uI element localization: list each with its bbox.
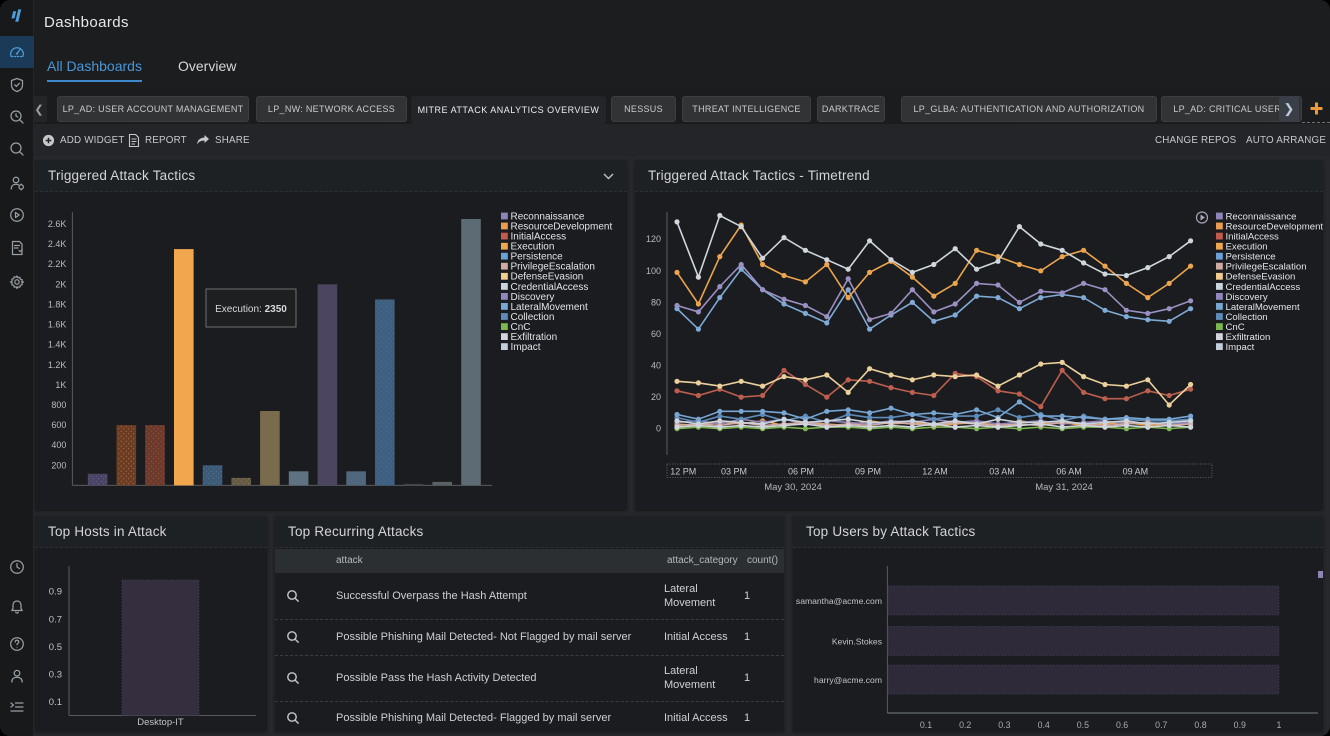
svg-text:Reconnaissance: Reconnaissance: [511, 211, 585, 222]
svg-text:2.4K: 2.4K: [48, 239, 67, 249]
svg-text:1.8K: 1.8K: [48, 299, 67, 309]
svg-text:12 PM: 12 PM: [670, 467, 696, 477]
svg-text:200: 200: [51, 460, 66, 470]
svg-text:0.6: 0.6: [1116, 720, 1128, 730]
svg-text:DefenseEvasion: DefenseEvasion: [1226, 272, 1296, 283]
svg-text:Impact: Impact: [511, 342, 541, 353]
svg-text:2K: 2K: [55, 279, 66, 289]
svg-text:80: 80: [651, 297, 661, 307]
svg-text:0.4: 0.4: [1038, 720, 1050, 730]
svg-text:CnC: CnC: [511, 322, 531, 333]
svg-text:0.8: 0.8: [1194, 720, 1206, 730]
svg-text:20: 20: [651, 392, 661, 402]
svg-text:Execution: Execution: [511, 242, 555, 253]
svg-text:40: 40: [651, 361, 661, 371]
svg-text:1.4K: 1.4K: [48, 340, 67, 350]
svg-text:09 AM: 09 AM: [1123, 467, 1149, 477]
svg-text:0.5: 0.5: [49, 642, 62, 653]
svg-text:Exfiltration: Exfiltration: [1226, 332, 1271, 343]
svg-text:Discovery: Discovery: [511, 292, 555, 303]
svg-text:ResourceDevelopment: ResourceDevelopment: [1226, 222, 1324, 233]
svg-text:InitialAccess: InitialAccess: [511, 232, 567, 243]
svg-text:Impact: Impact: [1226, 342, 1255, 353]
svg-text:09 PM: 09 PM: [855, 467, 881, 477]
svg-text:Collection: Collection: [1226, 312, 1268, 323]
svg-text:120: 120: [646, 234, 661, 244]
svg-text:0.2: 0.2: [959, 720, 971, 730]
svg-text:harry@acme.com: harry@acme.com: [814, 675, 882, 685]
svg-text:2.6K: 2.6K: [48, 219, 67, 229]
svg-text:1K: 1K: [55, 380, 66, 390]
svg-text:0.1: 0.1: [920, 720, 932, 730]
svg-text:Persistence: Persistence: [511, 252, 564, 263]
svg-text:0.3: 0.3: [998, 720, 1010, 730]
svg-text:1.6K: 1.6K: [48, 320, 67, 330]
svg-text:DefenseEvasion: DefenseEvasion: [511, 272, 584, 283]
svg-text:0.9: 0.9: [49, 587, 62, 598]
svg-text:May 30, 2024: May 30, 2024: [764, 482, 822, 493]
svg-text:1.2K: 1.2K: [48, 360, 67, 370]
svg-text:2.2K: 2.2K: [48, 259, 67, 269]
svg-text:Reconnaissance: Reconnaissance: [1226, 211, 1297, 222]
svg-text:PrivilegeEscalation: PrivilegeEscalation: [1226, 262, 1307, 273]
svg-text:PrivilegeEscalation: PrivilegeEscalation: [511, 262, 596, 273]
svg-text:samantha@acme.com: samantha@acme.com: [796, 596, 882, 606]
svg-text:Persistence: Persistence: [1226, 252, 1276, 263]
svg-text:InitialAccess: InitialAccess: [1226, 232, 1280, 243]
svg-text:100: 100: [646, 266, 661, 276]
svg-text:60: 60: [651, 329, 661, 339]
svg-text:0.7: 0.7: [1155, 720, 1167, 730]
svg-text:0.3: 0.3: [49, 670, 62, 681]
svg-text:Execution: Execution: [1226, 242, 1268, 253]
svg-text:Kevin.Stokes: Kevin.Stokes: [832, 637, 882, 647]
svg-text:May 31, 2024: May 31, 2024: [1035, 482, 1093, 493]
svg-text:Exfiltration: Exfiltration: [511, 332, 558, 343]
svg-text:800: 800: [51, 400, 66, 410]
svg-text:06 PM: 06 PM: [788, 467, 814, 477]
svg-text:0.7: 0.7: [49, 614, 62, 625]
svg-text:LateralMovement: LateralMovement: [511, 302, 588, 313]
svg-text:Discovery: Discovery: [1226, 292, 1268, 303]
svg-text:Collection: Collection: [511, 312, 555, 323]
svg-text:Desktop-IT: Desktop-IT: [137, 717, 184, 728]
svg-text:06 AM: 06 AM: [1056, 467, 1082, 477]
svg-text:0.9: 0.9: [1234, 720, 1246, 730]
svg-text:1: 1: [1277, 720, 1282, 730]
svg-text:0.5: 0.5: [1077, 720, 1089, 730]
svg-text:0: 0: [656, 424, 661, 434]
svg-text:400: 400: [51, 440, 66, 450]
svg-text:0.1: 0.1: [49, 697, 62, 708]
svg-text:12 AM: 12 AM: [922, 467, 948, 477]
svg-text:600: 600: [51, 420, 66, 430]
svg-text:CredentialAccess: CredentialAccess: [1226, 282, 1301, 293]
svg-text:CnC: CnC: [1226, 322, 1245, 333]
svg-text:CredentialAccess: CredentialAccess: [511, 282, 589, 293]
svg-text:Execution: 2350: Execution: 2350: [215, 304, 287, 315]
svg-text:03 AM: 03 AM: [989, 467, 1015, 477]
svg-text:03 PM: 03 PM: [721, 467, 747, 477]
svg-text:LateralMovement: LateralMovement: [1226, 302, 1300, 313]
svg-text:ResourceDevelopment: ResourceDevelopment: [511, 222, 613, 233]
